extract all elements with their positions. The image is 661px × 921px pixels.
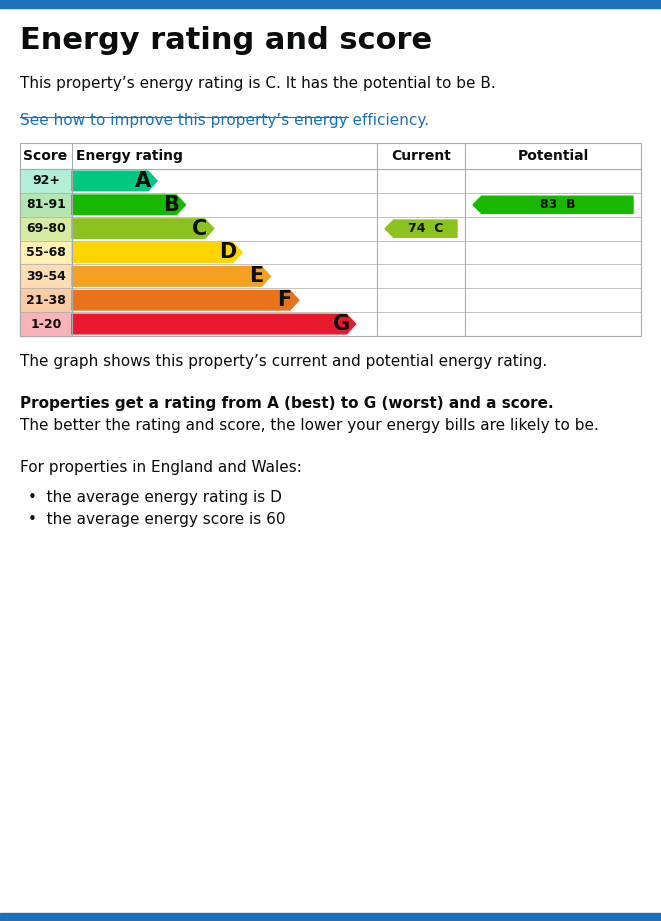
Bar (20, 216, 72, 240)
Text: See how to improve this property’s energy efficiency.: See how to improve this property’s energ… (20, 113, 429, 128)
Polygon shape (385, 220, 457, 238)
Text: G: G (332, 314, 350, 334)
Polygon shape (72, 195, 186, 215)
Text: B: B (163, 194, 179, 215)
Text: C: C (192, 218, 207, 239)
Polygon shape (72, 290, 299, 310)
Text: 69-80: 69-80 (26, 222, 66, 235)
Text: Properties get a rating from A (best) to G (worst) and a score.: Properties get a rating from A (best) to… (20, 396, 554, 411)
Text: F: F (277, 290, 292, 310)
Text: Score: Score (23, 149, 67, 163)
Bar (0, 0, 661, 8)
Polygon shape (473, 196, 633, 214)
Text: 92+: 92+ (32, 174, 60, 188)
Polygon shape (72, 266, 270, 286)
Text: •  the average energy rating is D: • the average energy rating is D (28, 490, 282, 505)
Polygon shape (72, 314, 356, 333)
Bar (20, 264, 72, 288)
Text: E: E (249, 266, 263, 286)
Text: •  the average energy score is 60: • the average energy score is 60 (28, 512, 286, 527)
Text: The graph shows this property’s current and potential energy rating.: The graph shows this property’s current … (20, 354, 547, 369)
Text: A: A (134, 171, 151, 191)
Text: 74  C: 74 C (408, 222, 443, 235)
Text: The better the rating and score, the lower your energy bills are likely to be.: The better the rating and score, the low… (20, 418, 599, 433)
Text: Energy rating and score: Energy rating and score (20, 26, 432, 55)
Bar (20, 312, 72, 336)
Text: Energy rating: Energy rating (76, 149, 183, 163)
Polygon shape (72, 219, 214, 239)
Bar (0, 913, 661, 921)
Text: 1-20: 1-20 (30, 318, 61, 331)
Polygon shape (72, 171, 157, 191)
Text: Current: Current (391, 149, 451, 163)
Text: For properties in England and Wales:: For properties in England and Wales: (20, 460, 302, 475)
Text: Potential: Potential (518, 149, 589, 163)
Text: 81-91: 81-91 (26, 198, 66, 211)
Polygon shape (72, 243, 242, 262)
Bar (20, 192, 72, 216)
Text: 83  B: 83 B (539, 198, 575, 211)
Bar (20, 169, 72, 192)
Bar (20, 288, 72, 312)
Text: 21-38: 21-38 (26, 294, 66, 307)
Text: 39-54: 39-54 (26, 270, 66, 283)
Bar (20, 240, 72, 264)
Bar (20, 143, 641, 336)
Text: 55-68: 55-68 (26, 246, 66, 259)
Text: This property’s energy rating is C. It has the potential to be B.: This property’s energy rating is C. It h… (20, 76, 496, 91)
Text: D: D (219, 242, 236, 262)
